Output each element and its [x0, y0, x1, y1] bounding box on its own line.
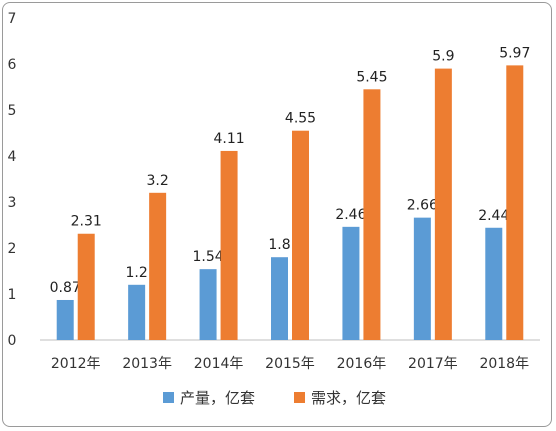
bar-output	[56, 299, 74, 340]
data-label: 3.2	[147, 173, 169, 189]
x-tick-label: 2014年	[194, 356, 244, 372]
data-label: 0.87	[50, 280, 81, 296]
bar-demand	[220, 150, 238, 340]
data-label: 2.46	[335, 207, 366, 223]
data-label: 1.54	[192, 249, 223, 265]
y-tick-label: 4	[8, 149, 17, 165]
y-tick-label: 1	[8, 287, 17, 303]
data-label: 5.97	[499, 45, 530, 61]
bar-output	[342, 226, 360, 340]
x-tick-label: 2018年	[479, 356, 529, 372]
y-tick-label: 6	[8, 57, 17, 73]
data-label: 2.44	[478, 208, 509, 224]
bar-demand	[149, 192, 167, 340]
legend-swatch-demand	[294, 392, 305, 403]
bar-demand	[363, 89, 381, 340]
data-label: 1.8	[268, 237, 290, 253]
data-label: 1.2	[126, 265, 148, 281]
y-tick-label: 7	[8, 11, 17, 27]
x-tick-label: 2012年	[51, 356, 101, 372]
bar-output	[485, 227, 503, 340]
data-label: 2.66	[407, 198, 438, 214]
y-tick-label: 5	[8, 103, 17, 119]
data-label: 4.11	[213, 131, 244, 147]
x-tick-label: 2017年	[408, 356, 458, 372]
y-tick-label: 3	[8, 195, 17, 211]
data-label: 2.31	[71, 214, 102, 230]
bar-demand	[77, 233, 95, 340]
legend-label: 产量，亿套	[180, 389, 255, 407]
data-label: 5.45	[356, 69, 387, 85]
bar-output	[199, 269, 217, 340]
bar-output	[271, 257, 288, 340]
bar-demand	[506, 65, 524, 340]
y-tick-label: 2	[8, 241, 17, 257]
x-tick-label: 2015年	[265, 356, 315, 372]
chart-frame	[2, 2, 552, 427]
x-tick-label: 2013年	[122, 356, 172, 372]
x-tick-label: 2016年	[337, 356, 387, 372]
data-label: 4.55	[285, 111, 316, 127]
bar-demand	[292, 130, 309, 340]
y-tick-label: 0	[8, 333, 17, 349]
bar-output	[413, 217, 431, 340]
data-label: 5.9	[432, 49, 454, 65]
legend-swatch-output	[163, 392, 174, 403]
legend-label: 需求，亿套	[311, 389, 386, 407]
bar-demand	[434, 68, 452, 340]
bar-output	[128, 284, 146, 340]
